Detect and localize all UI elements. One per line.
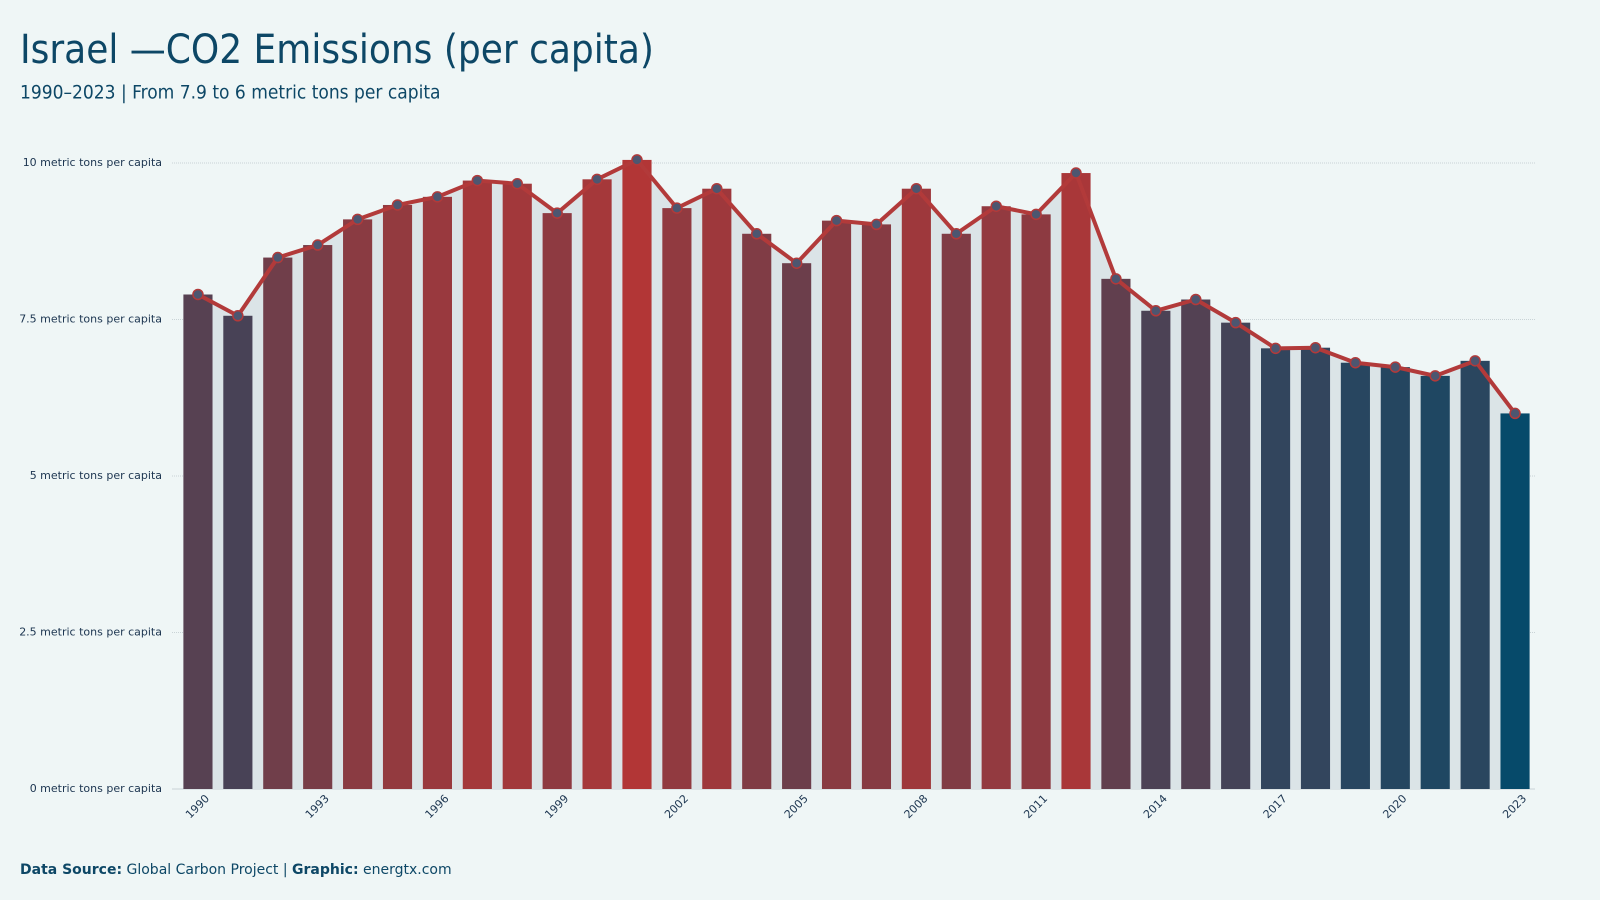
bar bbox=[303, 245, 333, 789]
x-tick-label: 2014 bbox=[1141, 792, 1170, 821]
marker bbox=[351, 213, 364, 226]
x-tick-label: 2020 bbox=[1380, 792, 1409, 821]
bar bbox=[343, 219, 373, 789]
marker bbox=[1070, 167, 1082, 179]
marker bbox=[1030, 208, 1042, 221]
marker bbox=[1110, 273, 1122, 285]
bar bbox=[821, 220, 852, 789]
bar bbox=[941, 233, 971, 790]
marker bbox=[471, 174, 484, 187]
bar bbox=[1141, 310, 1171, 789]
marker bbox=[391, 199, 404, 211]
bar bbox=[662, 208, 692, 790]
x-tick-label: 2011 bbox=[1021, 792, 1050, 821]
marker bbox=[870, 218, 883, 231]
y-tick-label: 10 metric tons per capita bbox=[23, 156, 162, 169]
bar bbox=[742, 233, 772, 790]
bar bbox=[422, 196, 452, 789]
x-tick-label: 1996 bbox=[423, 792, 452, 821]
bar bbox=[1021, 214, 1051, 789]
marker bbox=[1429, 370, 1441, 382]
marker bbox=[1229, 316, 1242, 329]
y-tick-label: 5 metric tons per capita bbox=[30, 469, 162, 482]
marker bbox=[950, 228, 963, 240]
chart-title: Israel —CO2 Emissions (per capita) bbox=[20, 27, 654, 73]
footer-graphic-label: Graphic: bbox=[292, 862, 359, 878]
x-tick-label: 2017 bbox=[1261, 792, 1290, 821]
marker bbox=[1349, 356, 1362, 369]
bar bbox=[542, 213, 572, 790]
bar bbox=[502, 183, 532, 789]
bar bbox=[861, 224, 892, 789]
bar bbox=[1300, 347, 1331, 789]
x-tick-label: 1990 bbox=[183, 792, 212, 821]
x-tick-label: 1999 bbox=[542, 792, 571, 821]
x-tick-label: 2023 bbox=[1500, 792, 1529, 821]
plot: 0 metric tons per capita 2.5 metric tons … bbox=[19, 154, 1535, 821]
footer-graphic: energtx.com bbox=[363, 862, 452, 878]
bar bbox=[981, 206, 1011, 790]
bar bbox=[263, 257, 293, 789]
bar bbox=[1221, 322, 1251, 789]
y-tick-label: 0 metric tons per capita bbox=[30, 782, 162, 795]
marker bbox=[910, 182, 923, 195]
marker bbox=[272, 251, 284, 264]
bar bbox=[1061, 173, 1091, 790]
marker bbox=[1469, 355, 1481, 367]
bar bbox=[1460, 360, 1490, 789]
bar bbox=[782, 263, 812, 789]
marker bbox=[990, 200, 1002, 212]
x-tick-label: 1993 bbox=[303, 792, 332, 821]
marker bbox=[1309, 341, 1322, 354]
bar bbox=[582, 179, 612, 789]
x-tick-label: 2008 bbox=[902, 792, 931, 821]
bar bbox=[1181, 299, 1211, 789]
marker bbox=[1269, 342, 1282, 355]
bar bbox=[1101, 278, 1131, 789]
marker bbox=[431, 191, 444, 203]
marker bbox=[830, 214, 843, 227]
y-tick-label: 7.5 metric tons per capita bbox=[19, 313, 162, 326]
marker bbox=[311, 239, 324, 251]
bar bbox=[901, 188, 931, 789]
y-tick-label: 2.5 metric tons per capita bbox=[19, 626, 162, 639]
marker bbox=[631, 154, 643, 166]
marker bbox=[232, 310, 244, 322]
marker bbox=[1389, 361, 1402, 373]
marker bbox=[671, 202, 683, 214]
marker bbox=[551, 207, 563, 219]
footer-separator: | bbox=[283, 862, 288, 878]
bar bbox=[223, 315, 253, 789]
marker bbox=[591, 173, 603, 186]
marker bbox=[511, 177, 523, 190]
marker bbox=[192, 288, 204, 301]
bar bbox=[1420, 375, 1450, 789]
bar bbox=[382, 204, 413, 789]
marker bbox=[1190, 293, 1202, 306]
bar bbox=[462, 180, 492, 790]
marker bbox=[1509, 407, 1521, 420]
bar bbox=[702, 188, 732, 789]
x-tick-label: 2002 bbox=[662, 792, 691, 821]
marker bbox=[790, 257, 803, 269]
bar bbox=[1261, 348, 1291, 789]
marker bbox=[1150, 305, 1162, 317]
footer-source: Global Carbon Project bbox=[127, 862, 279, 878]
bar bbox=[183, 294, 213, 789]
marker bbox=[750, 228, 763, 240]
bar bbox=[1500, 413, 1530, 789]
bar bbox=[622, 159, 652, 789]
chart-subtitle: 1990–2023 | From 7.9 to 6 metric tons pe… bbox=[20, 82, 441, 104]
bar bbox=[1340, 362, 1370, 789]
line bbox=[197, 157, 1517, 415]
marker bbox=[711, 182, 723, 195]
footer-source-label: Data Source: bbox=[20, 862, 122, 878]
x-tick-label: 2005 bbox=[782, 792, 811, 821]
footer: Data Source: Global Carbon Project | Gra… bbox=[20, 862, 452, 878]
bar bbox=[1380, 367, 1410, 789]
